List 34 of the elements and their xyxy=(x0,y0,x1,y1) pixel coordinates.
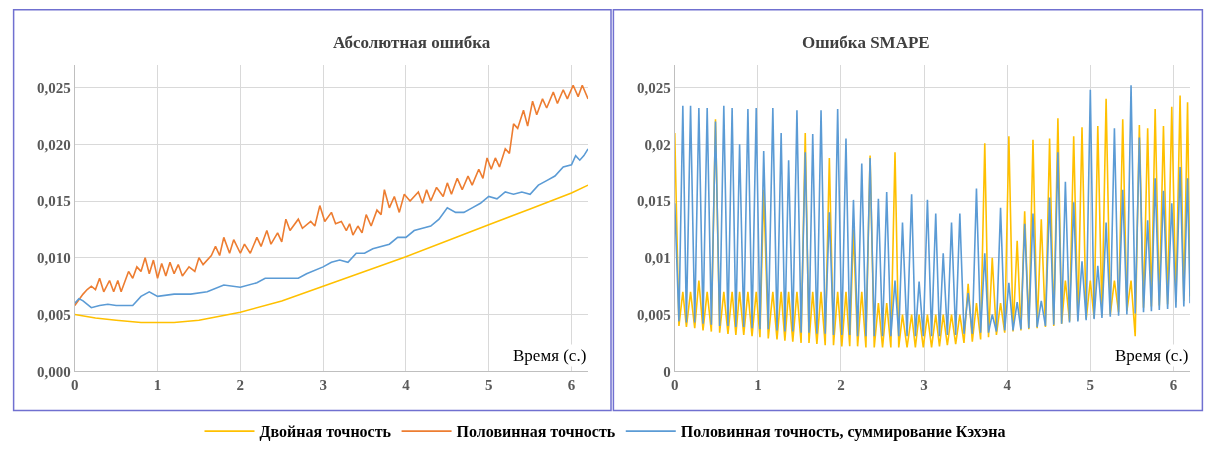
x-axis-title: Время (с.) xyxy=(1115,346,1189,365)
y-tick-label: 0,02 xyxy=(644,136,671,153)
x-tick-label: 3 xyxy=(920,377,928,394)
legend-label: Половинная точность xyxy=(456,423,616,441)
y-tick-label: 0 xyxy=(663,363,671,380)
x-tick-label: 6 xyxy=(1169,377,1178,394)
line-series xyxy=(74,84,589,307)
x-tick-label: 2 xyxy=(236,377,245,394)
line-series xyxy=(74,148,589,309)
x-tick-label: 4 xyxy=(1003,377,1012,394)
x-tick-label: 1 xyxy=(754,377,762,394)
legend-label: Половинная точность, суммирование Кэхэна xyxy=(680,423,1006,442)
legend-label: Двойная точность xyxy=(259,423,392,442)
line-series xyxy=(74,184,589,324)
chart-title: Абсолютная ошибка xyxy=(333,33,491,52)
x-tick-label: 4 xyxy=(402,377,411,394)
x-tick-label: 6 xyxy=(567,377,576,394)
y-tick-label: 0,010 xyxy=(37,250,71,267)
y-tick-label: 0,015 xyxy=(37,193,71,210)
x-axis-title: Время (с.) xyxy=(513,346,587,365)
y-tick-label: 0,000 xyxy=(37,363,71,380)
y-tick-label: 0,005 xyxy=(37,306,71,323)
x-tick-label: 5 xyxy=(1086,377,1095,394)
y-tick-label: 0,020 xyxy=(37,136,71,153)
y-tick-label: 0,005 xyxy=(637,306,671,323)
x-tick-label: 5 xyxy=(484,377,493,394)
y-tick-label: 0,025 xyxy=(637,79,671,96)
x-tick-label: 1 xyxy=(153,377,162,394)
y-tick-label: 0,025 xyxy=(37,79,71,96)
y-tick-label: 0,015 xyxy=(637,193,671,210)
x-tick-label: 2 xyxy=(837,377,845,394)
y-tick-label: 0,01 xyxy=(644,250,671,267)
chart-title: Ошибка SMAPE xyxy=(802,33,930,52)
x-tick-label: 3 xyxy=(319,377,327,394)
